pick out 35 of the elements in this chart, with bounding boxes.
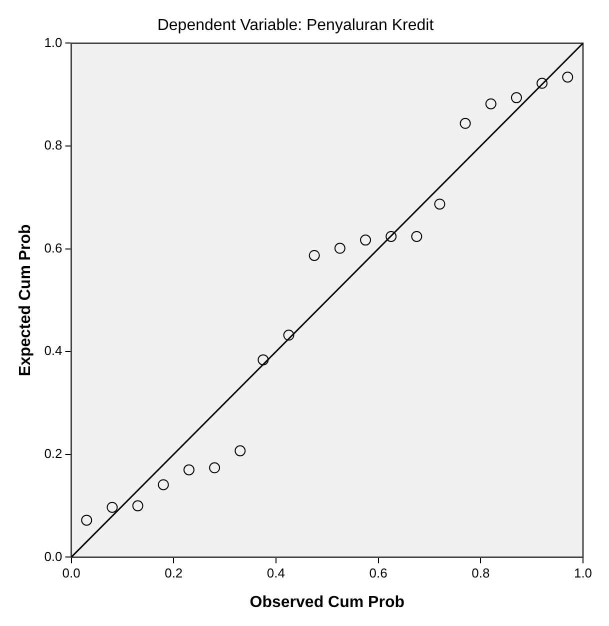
point [132,500,144,512]
y-tick-label: 0.4 [44,343,62,358]
point [485,98,496,110]
x-tick-label: 0.4 [266,566,285,581]
x-tick-label: 0.8 [472,566,490,581]
y-tick-label: 0.6 [44,240,62,256]
y-tick-label: 0.2 [44,446,62,461]
point [411,230,422,242]
point [283,330,294,341]
chart-title: Dependent Variable: Penyaluran Kredit [157,17,434,34]
x-axis-title: Observed Cum Prob [250,594,405,611]
point [510,92,522,104]
point [360,234,372,246]
y-axis-title: Expected Cum Prob [17,224,34,376]
point [209,462,220,474]
point [536,78,548,89]
point [386,230,397,242]
point [308,250,320,261]
y-tick-label: 0.8 [44,138,62,153]
point [106,502,118,513]
point [158,479,169,490]
point [562,72,574,83]
x-tick-label: 0.0 [62,566,80,581]
point [81,514,92,526]
x-tick-label: 0.2 [164,566,183,581]
point [460,118,471,129]
y-tick-label: 1.0 [44,34,62,50]
point [234,445,246,456]
point [334,242,346,254]
x-tick-label: 0.6 [369,566,388,581]
y-tick-label: 0.0 [44,548,62,564]
point [183,464,194,476]
x-tick-label: 1.0 [574,566,592,581]
point [434,198,446,210]
point [258,354,269,366]
